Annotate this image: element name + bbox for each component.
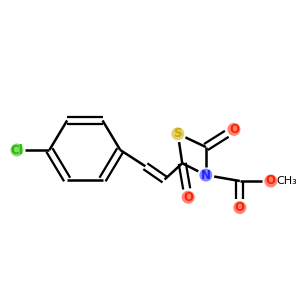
Circle shape [264, 175, 277, 188]
Text: CH₃: CH₃ [277, 176, 297, 186]
Circle shape [11, 143, 23, 157]
Text: O: O [229, 123, 239, 136]
Circle shape [171, 127, 184, 140]
Circle shape [233, 201, 246, 214]
Circle shape [227, 123, 240, 136]
Text: O: O [266, 175, 276, 188]
Circle shape [182, 191, 195, 204]
Text: O: O [235, 201, 245, 214]
Text: O: O [183, 191, 193, 204]
Circle shape [200, 169, 212, 182]
Text: S: S [174, 127, 182, 140]
Text: N: N [201, 169, 211, 182]
Text: Cl: Cl [11, 143, 23, 157]
